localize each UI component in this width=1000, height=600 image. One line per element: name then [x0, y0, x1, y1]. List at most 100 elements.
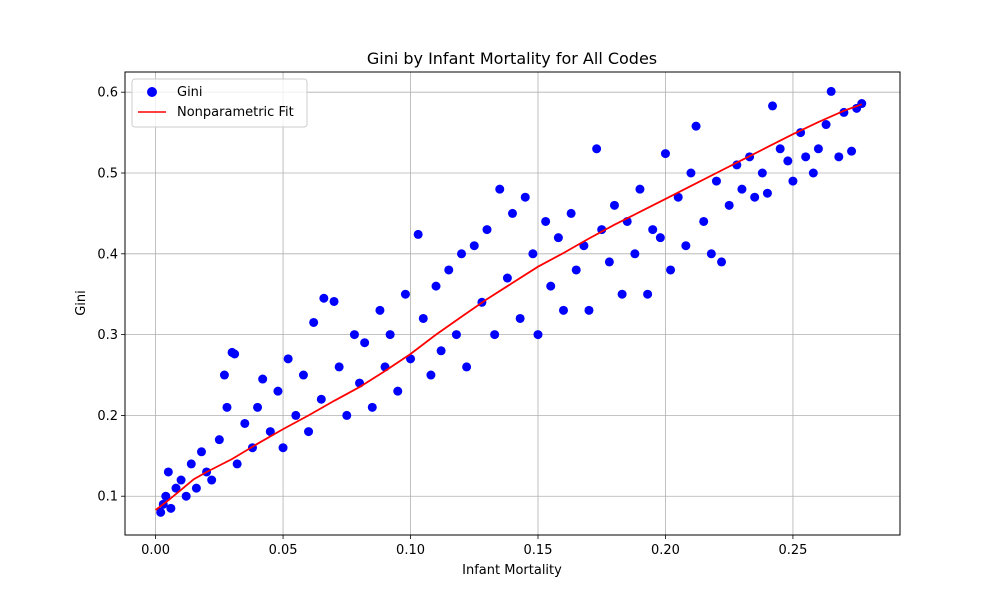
scatter-point — [768, 101, 778, 111]
plot-frame — [124, 71, 901, 536]
scatter-point — [604, 257, 614, 267]
legend-box — [131, 78, 308, 128]
scatter-point — [334, 362, 344, 372]
y-tick-label: 0.5 — [97, 167, 118, 182]
scatter-point — [207, 475, 217, 485]
scatter-point — [541, 216, 551, 226]
x-axis: 0.00 0.05 0.10 0.15 0.20 0.25 — [141, 535, 807, 558]
scatter-point — [444, 265, 454, 275]
scatter-point — [436, 346, 446, 356]
scatter-point — [171, 483, 181, 493]
y-axis: 0.1 0.2 0.3 0.4 0.5 0.6 — [97, 86, 125, 505]
y-tick-label: 0.1 — [97, 490, 118, 505]
scatter-point — [711, 176, 721, 186]
scatter-point — [214, 435, 224, 445]
scatter-point — [219, 370, 229, 380]
scatter-point — [166, 503, 176, 513]
scatter-point — [813, 144, 823, 154]
scatter-point — [186, 459, 196, 469]
scatter-point — [673, 192, 683, 202]
scatter-point — [462, 362, 472, 372]
scatter-point — [163, 467, 173, 477]
scatter-point — [699, 216, 709, 226]
scatter-point — [342, 410, 352, 420]
scatter-point — [609, 200, 619, 210]
scatter-point — [196, 447, 206, 457]
scatter-point — [821, 120, 831, 130]
scatter-point — [630, 249, 640, 259]
scatter-point — [482, 225, 492, 235]
y-tick-label: 0.4 — [97, 247, 118, 262]
scatter-point — [847, 146, 857, 156]
scatter-point — [319, 293, 329, 303]
scatter-point — [291, 410, 301, 420]
x-tick-label: 0.25 — [778, 543, 807, 558]
chart-title: Gini by Infant Mortality for All Codes — [367, 49, 657, 68]
scatter-point — [801, 152, 811, 162]
scatter-point — [298, 370, 308, 380]
scatter-point — [283, 354, 293, 364]
fit-line-series — [155, 103, 863, 511]
scatter-point — [757, 168, 767, 178]
scatter-point — [808, 168, 818, 178]
scatter-point — [775, 144, 785, 154]
y-axis-label: Gini — [74, 290, 89, 316]
scatter-point — [495, 184, 505, 194]
scatter-point — [349, 330, 359, 340]
y-tick-label: 0.3 — [97, 328, 118, 343]
scatter-point — [566, 208, 576, 218]
scatter-point — [826, 86, 836, 96]
scatter-point — [724, 200, 734, 210]
scatter-point — [508, 208, 517, 218]
scatter-point — [265, 427, 275, 437]
scatter-point — [375, 305, 385, 315]
x-tick-label: 0.20 — [651, 543, 680, 558]
scatter-point — [546, 281, 556, 291]
scatter-point — [418, 313, 428, 323]
scatter-point — [230, 349, 240, 359]
scatter-point — [253, 402, 263, 412]
scatter-point — [617, 289, 627, 299]
scatter-point — [304, 427, 314, 437]
scatter-point — [181, 491, 191, 501]
scatter-point — [788, 176, 798, 186]
scatter-point — [732, 160, 742, 170]
scatter-point — [643, 289, 653, 299]
scatter-series — [156, 86, 867, 517]
scatter-point — [528, 249, 538, 259]
scatter-point — [553, 233, 563, 243]
legend-label-gini: Gini — [177, 85, 203, 100]
legend-label-fit: Nonparametric Fit — [177, 105, 294, 120]
scatter-point — [406, 354, 416, 364]
scatter-point — [533, 330, 543, 340]
scatter-point — [502, 273, 512, 283]
legend: Gini Nonparametric Fit — [131, 78, 308, 128]
scatter-point — [648, 225, 658, 235]
scatter-point — [750, 192, 760, 202]
scatter-point — [857, 99, 867, 109]
fit-line — [155, 103, 863, 511]
scatter-point — [222, 402, 232, 412]
x-axis-label: Infant Mortality — [462, 563, 562, 578]
plot-area — [125, 72, 900, 535]
scatter-point — [385, 330, 395, 340]
scatter-point — [666, 265, 676, 275]
scatter-point — [571, 265, 581, 275]
y-tick-label: 0.2 — [97, 409, 118, 424]
scatter-point — [584, 305, 594, 315]
scatter-point — [176, 475, 186, 485]
scatter-point — [686, 168, 696, 178]
scatter-point — [520, 192, 530, 202]
scatter-point — [360, 338, 370, 348]
scatter-point — [737, 184, 747, 194]
scatter-point — [834, 152, 844, 162]
scatter-point — [393, 386, 403, 396]
scatter-point — [451, 330, 461, 340]
scatter-point — [681, 241, 691, 251]
scatter-point — [258, 374, 268, 384]
x-tick-label: 0.15 — [524, 543, 553, 558]
scatter-point — [309, 317, 319, 327]
scatter-point — [691, 121, 701, 131]
scatter-point — [655, 233, 665, 243]
